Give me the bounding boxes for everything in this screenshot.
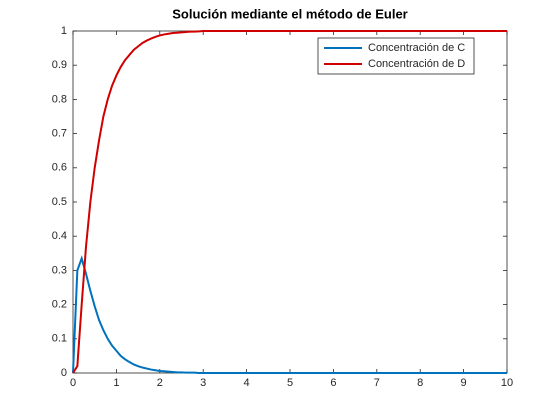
y-tick-label: 0 [61,367,67,379]
y-tick-label: 0.7 [52,128,67,140]
x-tick-label: 4 [244,377,250,389]
y-tick-label: 0.1 [52,333,67,345]
x-tick-label: 6 [330,377,336,389]
chart-title: Solución mediante el método de Euler [172,6,408,21]
x-tick-label: 3 [200,377,206,389]
x-tick-label: 10 [501,377,513,389]
y-tick-label: 0.5 [52,196,67,208]
x-tick-label: 9 [461,377,467,389]
x-tick-label: 0 [70,377,76,389]
y-tick-label: 1 [61,25,67,37]
y-tick-label: 0.4 [52,230,67,242]
y-tick-label: 0.3 [52,264,67,276]
x-tick-label: 5 [287,377,293,389]
plot-area [72,30,508,374]
y-tick-label: 0.6 [52,162,67,174]
y-tick-label: 0.2 [52,299,67,311]
x-tick-label: 8 [417,377,423,389]
legend-box [317,37,475,75]
x-tick-label: 7 [374,377,380,389]
line-series [72,255,507,374]
x-tick-label: 1 [113,377,119,389]
x-tick-label: 2 [157,377,163,389]
y-tick-label: 0.9 [52,59,67,71]
line-series [72,30,507,374]
legend-label: Concentración de C [368,42,465,54]
y-tick-label: 0.8 [52,93,67,105]
legend-label: Concentración de D [368,58,465,70]
